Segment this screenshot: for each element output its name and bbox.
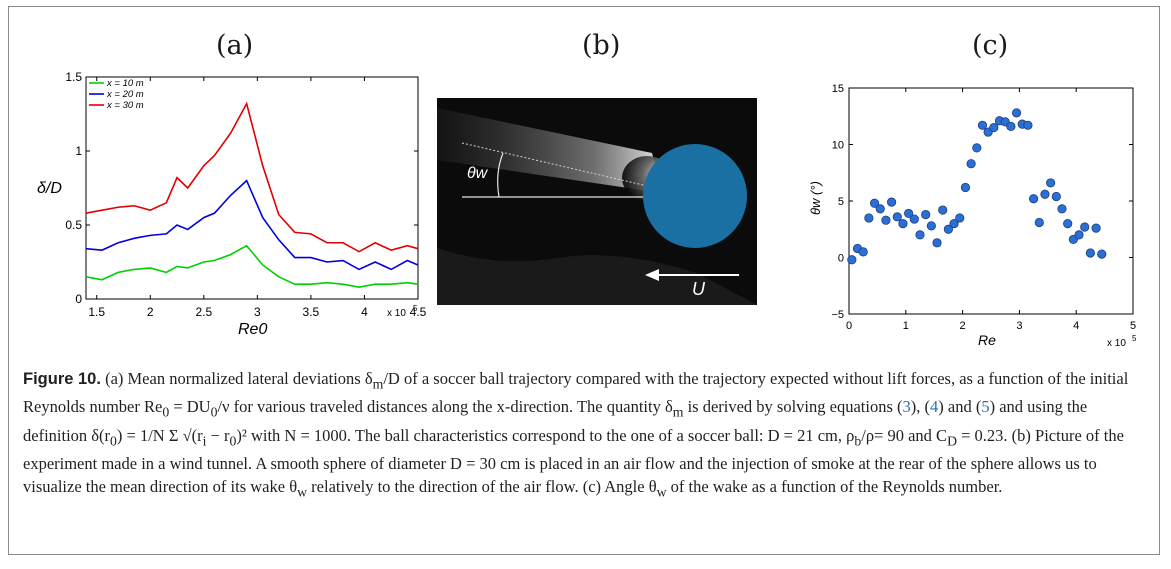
caption-part2: /D of a soccer ball trajectory compared … [23,369,1129,417]
y-tick-label-a: 0 [75,292,82,306]
x-tick-label-a: 2 [147,305,154,319]
caption-sub-m: m [372,376,384,392]
x-tick-label-a: 2.5 [195,305,212,319]
panel-a-label: (a) [216,30,254,61]
y-tick-label-a: 0.5 [65,218,82,232]
caption-part3: = DU [169,397,211,417]
caption-sub-0c: 0 [110,432,117,448]
series-line-a-2 [85,101,419,253]
photo-illustration: θw U [437,98,757,305]
ref-eq-5[interactable]: 5 [981,397,990,417]
caption-sub-b: b [854,432,862,448]
x-tick-label-a: 4.5 [410,305,427,319]
x-multiplier-a: x 10 [387,308,406,319]
caption-part4: /ν for various traveled distances along … [217,397,673,417]
smoke-plume [437,108,662,193]
x-tick-label-a: 3 [254,305,261,319]
caption-part5: is derived by solving equations ( [683,397,903,417]
angle-arc [497,152,504,198]
ref-eq-3[interactable]: 3 [902,397,911,417]
caption-sub-w: w [297,484,308,500]
legend-label-a: x = 10 m [106,78,144,89]
caption-part6: ) and using the definition δ(r [23,397,1088,445]
series-line-a-0 [85,244,419,288]
caption-part7c: − r [206,425,230,445]
figure-frame [8,6,1160,555]
caption-sep1: ), ( [910,397,930,417]
caption-part10: relatively to the direction of the air f… [307,476,657,496]
caption-prefix: Figure 10. [23,370,101,388]
caption-part1: (a) Mean normalized lateral deviations δ [100,369,373,388]
y-axis-label-a: δ/D [37,180,62,197]
wind-tunnel-photo: θw U [437,98,757,305]
u-label: U [692,279,706,299]
caption-sep2: ) and ( [938,397,982,417]
caption-sub-m2: m [672,404,684,420]
legend-label-a: x = 20 m [106,89,144,100]
series-line-a-1 [85,179,419,271]
caption-part7d: )² with N = 1000. The ball characteristi… [236,425,855,445]
x-tick-label-a: 1.5 [88,305,105,319]
caption-sub-0b: 0 [210,404,218,420]
panel-b-label: (b) [582,30,621,61]
caption-sub-D: D [947,432,957,448]
caption-part8: /ρ= 90 and C [861,425,948,445]
x-axis-label-a: Re0 [238,321,267,338]
x-tick-label-a: 4 [361,305,368,319]
theta-w-label: θw [467,165,489,182]
legend-label-a: x = 30 m [106,100,144,111]
caption-part7b: √(r [178,425,203,445]
ref-eq-4[interactable]: 4 [930,397,939,417]
panel-c-label: (c) [972,30,1009,61]
plot-area-a [85,76,419,300]
caption-sub-i: i [202,432,207,448]
caption-part9: = 0.23. (b) Picture of the experiment ma… [23,425,1124,496]
caption-part11: of the wake as a function of the Reynold… [666,476,1003,496]
caption-sub-0: 0 [162,404,170,420]
y-tick-label-a: 1 [75,144,82,158]
y-tick-label-a: 1.5 [65,70,82,84]
caption-sub-w2: w [656,484,667,500]
caption-sub-0d: 0 [229,432,237,448]
figure-caption: Figure 10. (a) Mean normalized lateral d… [23,367,1148,503]
flow-arrowhead [645,269,659,281]
caption-part7: ) = 1/N Σ [116,425,179,445]
x-tick-label-a: 3.5 [303,305,320,319]
x-multiplier-exp-a: 5 [413,304,418,313]
sphere [643,144,747,248]
